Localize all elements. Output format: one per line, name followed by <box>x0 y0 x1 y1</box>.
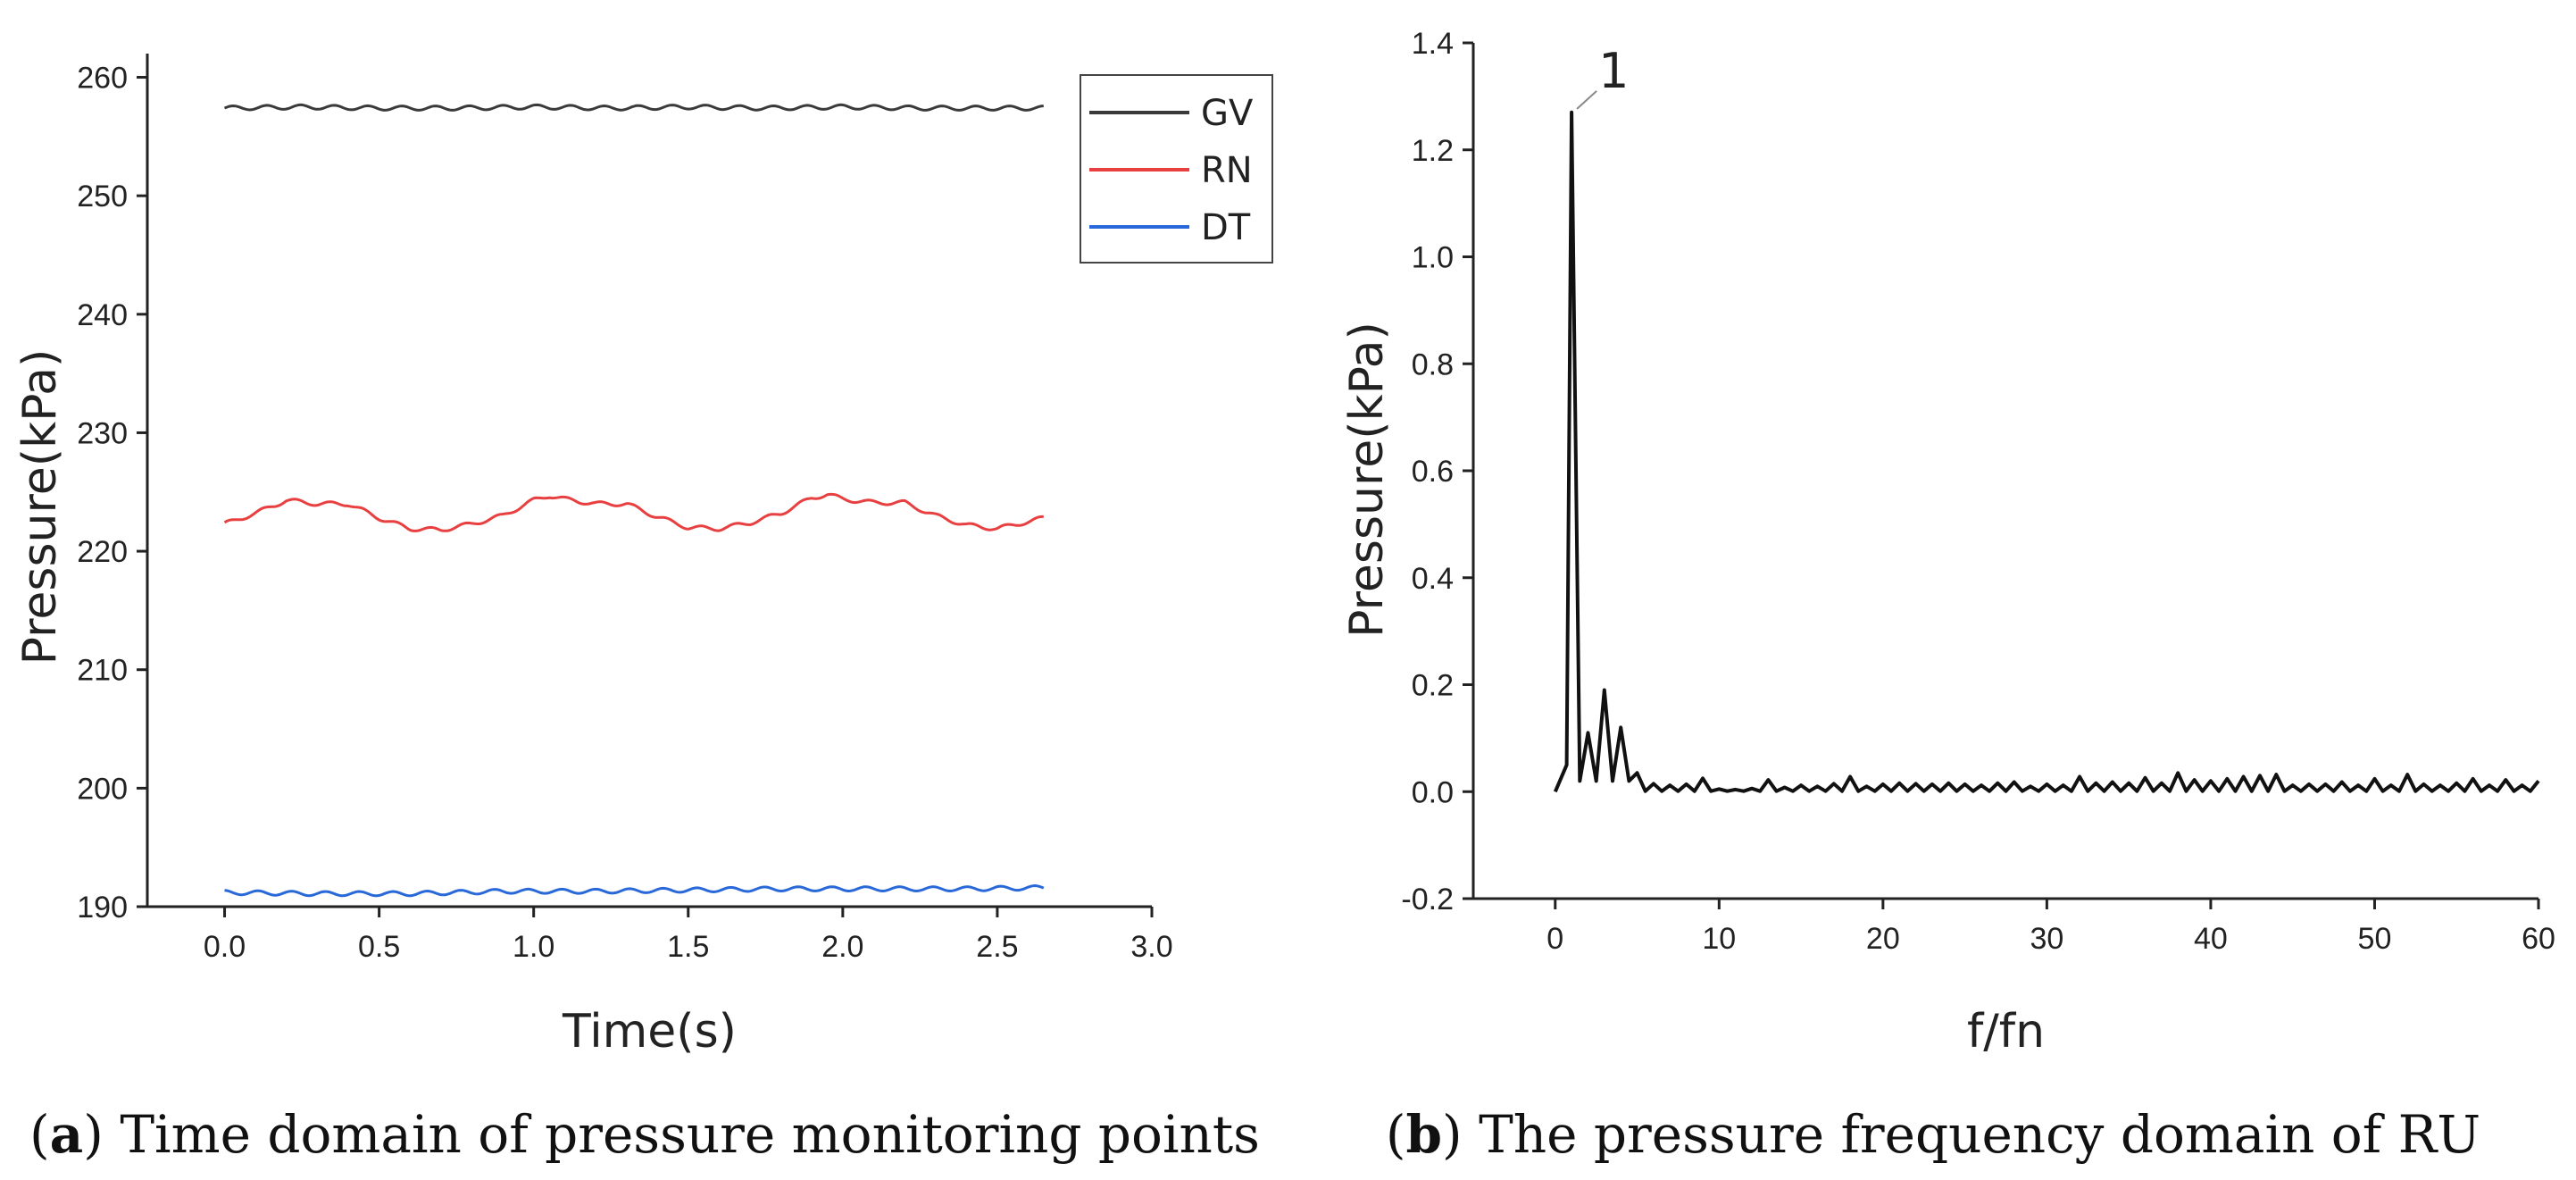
panel-b-x-tick-label: 40 <box>2194 922 2228 956</box>
panel-a-x-axis-label: Time(s) <box>562 1005 737 1059</box>
panel-b-y-tick-label: 0.8 <box>1412 347 1454 381</box>
panel-b-y-axis-label: Pressure(kPa) <box>1340 322 1394 638</box>
panel-a-y-axis-label: Pressure(kPa) <box>13 349 67 665</box>
panel-b-y-tick-label: 0.0 <box>1412 775 1454 809</box>
panel-a-x-tick-label: 2.0 <box>821 930 863 964</box>
panel-a-y-tick-label: 260 <box>77 62 128 96</box>
caption-open-paren: ( <box>29 1104 50 1165</box>
panel-a-axes <box>146 54 1152 908</box>
panel-a-x-tick-label: 1.0 <box>513 930 554 964</box>
panel-b-y-tick-label: 1.0 <box>1412 241 1454 275</box>
panel-a-caption: (a) Time domain of pressure monitoring p… <box>29 1104 1260 1165</box>
series-line-gv <box>223 103 1044 112</box>
panel-a-x-tick-label: 3.0 <box>1130 930 1172 964</box>
panel-a-y-ticks: 190 200 210 220 230 240 250 260 <box>77 62 147 925</box>
panel-b-y-tick-label: 1.2 <box>1412 134 1454 168</box>
panel-a-x-tick-label: 0.5 <box>358 930 400 964</box>
panel-b-frequency-domain: -0.2 0.0 0.2 0.4 0.6 0.8 1.0 1.2 1.4 0 10 20 30 40 50… <box>1340 27 2555 1165</box>
legend-label-gv: GV <box>1201 93 1254 134</box>
panel-a-y-tick-label: 250 <box>77 180 128 213</box>
panel-a-x-ticks: 0.0 0.5 1.0 1.5 2.0 2.5 3.0 <box>204 907 1173 964</box>
panel-a-caption-text: Time domain of pressure monitoring point… <box>120 1104 1260 1165</box>
panel-a-time-domain: 190 200 210 220 230 240 250 260 0.0 0.5 1.0 1.5 2.0… <box>13 54 1273 1165</box>
panel-a-y-tick-label: 190 <box>77 891 128 925</box>
panel-b-x-axis-label: f/fn <box>1967 1005 2045 1059</box>
panel-a-y-tick-label: 200 <box>77 772 128 806</box>
panel-b-x-tick-label: 60 <box>2522 922 2555 956</box>
panel-b-y-tick-label: 0.6 <box>1412 455 1454 489</box>
panel-a-y-tick-label: 220 <box>77 535 128 569</box>
panel-b-y-tick-label: -0.2 <box>1401 883 1454 916</box>
panel-b-x-tick-label: 30 <box>2030 922 2063 956</box>
panel-b-caption-letter: b <box>1405 1104 1442 1165</box>
panel-b-x-tick-label: 0 <box>1546 922 1563 956</box>
series-line-ru-spectrum <box>1553 110 2540 793</box>
panel-b-peak-annotation: 1 <box>1598 43 1629 99</box>
panel-a-y-tick-label: 210 <box>77 654 128 688</box>
panel-b-annotation-leader <box>1576 90 1597 110</box>
panel-b-y-tick-label: 0.2 <box>1412 669 1454 703</box>
panel-b-x-ticks: 0 10 20 30 40 50 60 <box>1546 899 2555 956</box>
legend-label-dt: DT <box>1201 207 1251 248</box>
caption-close-paren: ) <box>1442 1104 1479 1165</box>
panel-b-y-ticks: -0.2 0.0 0.2 0.4 0.6 0.8 1.0 1.2 1.4 <box>1401 27 1473 916</box>
panel-b-y-tick-label: 0.4 <box>1412 562 1454 596</box>
panel-b-series-group <box>1553 110 2540 793</box>
panel-a-y-tick-label: 230 <box>77 416 128 450</box>
panel-a-legend: GV RN DT <box>1080 74 1273 264</box>
panel-a-x-tick-label: 2.5 <box>976 930 1018 964</box>
panel-b-x-tick-label: 20 <box>1866 922 1900 956</box>
panel-a-y-tick-label: 240 <box>77 298 128 332</box>
series-line-dt <box>224 883 1045 898</box>
panel-b-x-tick-label: 10 <box>1702 922 1736 956</box>
legend-label-rn: RN <box>1201 150 1253 191</box>
panel-a-series-group <box>223 103 1045 898</box>
panel-b-caption: (b) The pressure frequency domain of RU <box>1386 1104 2480 1165</box>
panel-b-caption-text: The pressure frequency domain of RU <box>1479 1104 2480 1165</box>
panel-a-caption-letter: a <box>50 1104 84 1165</box>
caption-open-paren: ( <box>1386 1104 1406 1165</box>
series-line-rn <box>223 492 1044 532</box>
caption-close-paren: ) <box>83 1104 120 1165</box>
panel-b-y-tick-label: 1.4 <box>1412 27 1454 61</box>
panel-b-x-tick-label: 50 <box>2358 922 2392 956</box>
panel-a-x-tick-label: 0.0 <box>204 930 246 964</box>
panel-a-x-tick-label: 1.5 <box>667 930 709 964</box>
panel-b-axes <box>1471 43 2538 900</box>
